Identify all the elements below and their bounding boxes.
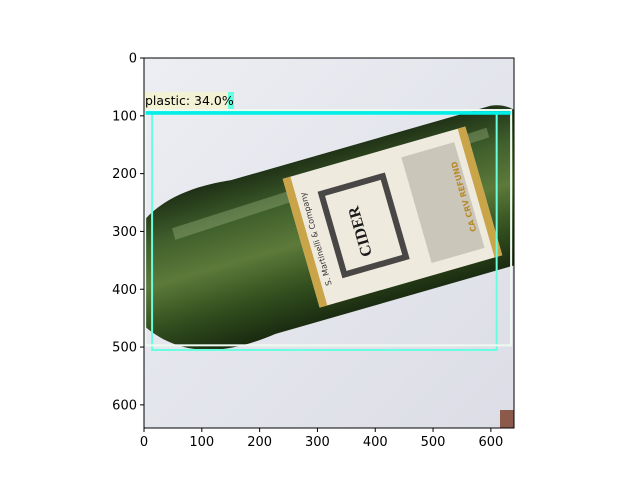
y-tick-label: 200 [112, 167, 137, 182]
photo: CIDER S. Martinelli & Company CA CRV REF… [144, 58, 514, 428]
y-tick-label: 600 [112, 398, 137, 413]
photo-corner-shadow [500, 410, 514, 428]
detection-label-tab [228, 92, 234, 109]
x-tick-label: 400 [363, 435, 388, 450]
y-tick-label: 300 [112, 225, 137, 240]
bottle: CIDER S. Martinelli & Company CA CRV REF… [144, 105, 514, 350]
label-gold-band-right [457, 126, 503, 258]
detection-label-text: plastic: 34.0% [145, 93, 234, 108]
axes-frame [143, 57, 515, 429]
y-tick-label: 100 [112, 109, 137, 124]
detections: plastic: 34.0% [144, 92, 513, 351]
x-tick-label: 600 [478, 435, 503, 450]
label-emblem-inner [325, 179, 403, 271]
detection-label: plastic: 34.0% [144, 92, 234, 109]
detection-box [145, 111, 511, 115]
detection-label-background [144, 92, 232, 109]
y-tick-label: 0 [129, 52, 137, 67]
detection-box [144, 109, 513, 347]
x-tick-label: 200 [247, 435, 272, 450]
x-tick-label: 300 [305, 435, 330, 450]
y-tick-label: 500 [112, 341, 137, 356]
x-tick-label: 0 [140, 435, 148, 450]
x-tick-label: 100 [189, 435, 214, 450]
label-gold-band-left [282, 176, 328, 308]
x-tick-label: 500 [421, 435, 446, 450]
y-tick-label: 400 [112, 283, 137, 298]
label-text-block [401, 142, 485, 264]
axis-ticks: 0 100 200 300 400 500 600 0 100 200 300 400 500 600 [112, 52, 503, 451]
